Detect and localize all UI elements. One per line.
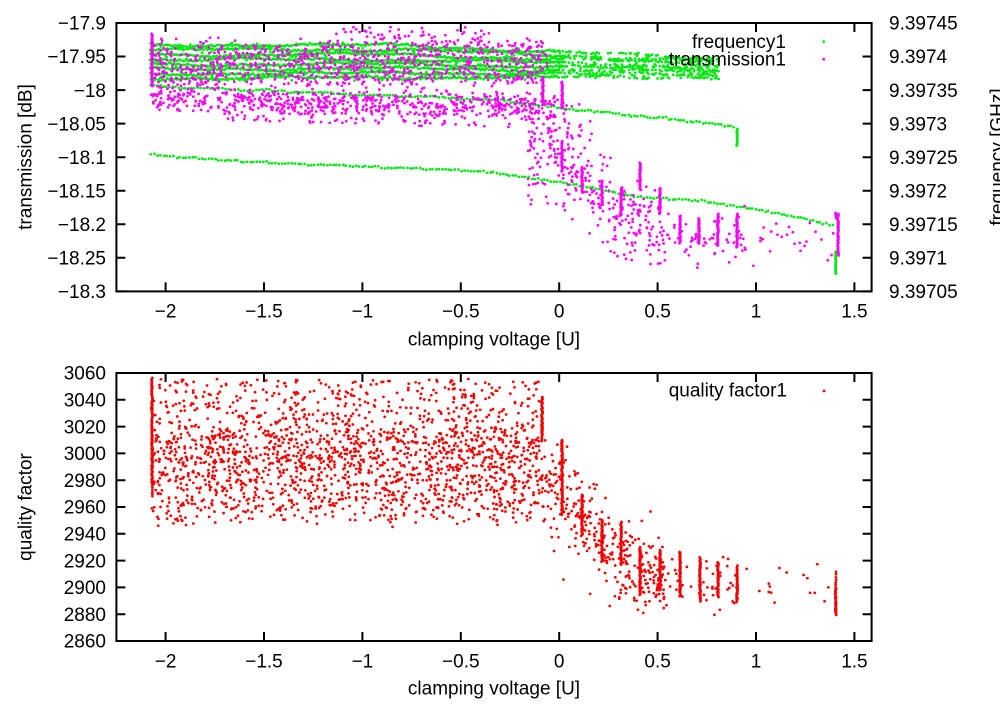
svg-text:−18.05: −18.05 — [47, 114, 106, 135]
svg-text:2860: 2860 — [64, 632, 106, 653]
svg-text:quality factor1: quality factor1 — [669, 380, 787, 401]
svg-text:−2: −2 — [155, 302, 177, 323]
svg-text:3000: 3000 — [64, 444, 106, 465]
svg-text:1.5: 1.5 — [841, 302, 867, 323]
svg-text:9.3972: 9.3972 — [889, 181, 947, 202]
svg-text:2980: 2980 — [64, 471, 106, 492]
svg-text:transmission1: transmission1 — [669, 50, 786, 71]
svg-text:0: 0 — [554, 302, 565, 323]
svg-text:−1.5: −1.5 — [245, 652, 283, 673]
svg-text:−1: −1 — [352, 652, 374, 673]
svg-text:clamping voltage [U]: clamping voltage [U] — [408, 679, 580, 700]
svg-text:2880: 2880 — [64, 605, 106, 626]
svg-text:−18.1: −18.1 — [58, 148, 106, 169]
svg-text:9.39705: 9.39705 — [889, 282, 958, 303]
svg-text:3040: 3040 — [64, 391, 106, 412]
svg-text:−2: −2 — [155, 652, 177, 673]
svg-text:−1.5: −1.5 — [245, 302, 283, 323]
svg-text:0: 0 — [554, 652, 565, 673]
svg-text:1: 1 — [751, 302, 762, 323]
svg-text:9.39715: 9.39715 — [889, 215, 958, 236]
svg-text:9.3973: 9.3973 — [889, 114, 947, 135]
svg-text:−18.15: −18.15 — [47, 181, 106, 202]
svg-text:−17.95: −17.95 — [47, 47, 106, 68]
svg-text:−0.5: −0.5 — [442, 302, 480, 323]
svg-text:transmission [dB]: transmission [dB] — [16, 84, 37, 230]
svg-text:frequency [GHz]: frequency [GHz] — [988, 88, 1000, 225]
svg-text:3060: 3060 — [64, 364, 106, 385]
svg-text:0.5: 0.5 — [644, 652, 670, 673]
svg-text:−18: −18 — [74, 81, 106, 102]
svg-text:1.5: 1.5 — [841, 652, 867, 673]
svg-text:9.39725: 9.39725 — [889, 148, 958, 169]
svg-text:9.39735: 9.39735 — [889, 81, 958, 102]
svg-text:9.3971: 9.3971 — [889, 249, 947, 270]
svg-text:−17.9: −17.9 — [58, 14, 106, 35]
svg-text:frequency1: frequency1 — [692, 32, 786, 53]
svg-text:−0.5: −0.5 — [442, 652, 480, 673]
svg-text:−1: −1 — [352, 302, 374, 323]
svg-text:−18.25: −18.25 — [47, 249, 106, 270]
svg-text:3020: 3020 — [64, 417, 106, 438]
svg-text:1: 1 — [751, 652, 762, 673]
svg-text:clamping voltage [U]: clamping voltage [U] — [408, 330, 580, 351]
svg-text:0.5: 0.5 — [644, 302, 670, 323]
svg-text:9.39745: 9.39745 — [889, 14, 958, 35]
svg-text:2940: 2940 — [64, 525, 106, 546]
svg-text:9.3974: 9.3974 — [889, 47, 948, 68]
svg-text:2900: 2900 — [64, 578, 106, 599]
svg-text:quality factor: quality factor — [16, 452, 37, 560]
svg-text:2960: 2960 — [64, 498, 106, 519]
svg-text:−18.3: −18.3 — [58, 282, 106, 303]
svg-text:2920: 2920 — [64, 551, 106, 572]
svg-text:−18.2: −18.2 — [58, 215, 106, 236]
